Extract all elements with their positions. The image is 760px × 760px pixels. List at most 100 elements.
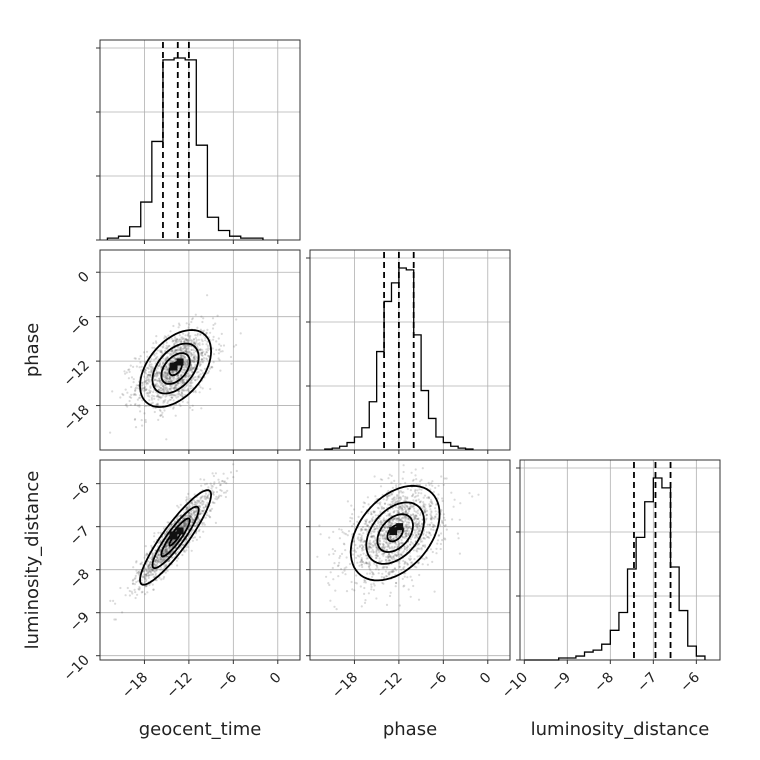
sample-point [371,575,374,578]
sample-point [192,390,195,393]
sample-point [201,523,204,526]
sample-point [417,522,420,525]
sample-point [398,604,401,607]
sample-point [200,360,203,363]
sample-point [149,374,152,377]
sample-point [388,594,392,598]
sample-point [163,552,166,555]
sample-point [201,329,204,333]
sample-point [154,559,157,562]
sample-point [150,567,153,571]
sample-point [407,588,410,591]
sample-point [370,550,373,553]
sample-point [172,394,175,397]
sample-point [374,538,377,541]
sample-point [151,554,154,558]
sample-point [151,573,154,576]
sample-point [151,367,155,370]
sample-point [124,594,127,597]
sample-point [183,386,186,389]
sample-point [159,414,162,417]
sample-point [374,542,377,545]
sample-point [184,349,187,352]
sample-point [443,477,446,480]
sample-point [169,553,172,556]
sample-point [453,498,456,501]
sample-point [226,477,229,480]
sample-point [154,357,157,360]
sample-point [202,506,205,509]
sample-point [198,342,201,345]
sample-point [194,501,197,504]
sample-point [180,354,183,358]
sample-point [410,495,414,498]
sample-point [142,381,145,384]
sample-point [395,554,398,558]
sample-point [162,345,165,348]
sample-point [204,498,208,501]
ylabel-phase: phase [22,323,43,377]
sample-point [186,389,189,392]
sample-point [393,546,396,549]
histogram-luminosity_distance [524,477,706,661]
sample-point [193,358,196,361]
sample-point [191,518,194,522]
sample-point [429,504,433,507]
sample-point [441,539,444,542]
sample-point [408,530,411,533]
sample-point [143,577,147,580]
sample-point [163,552,166,555]
sample-point [200,353,203,356]
sample-point [210,487,213,490]
sample-point [204,494,207,498]
sample-point [378,539,381,543]
sample-point [144,380,147,383]
sample-point [402,566,405,570]
sample-point [239,332,242,335]
sample-point [439,547,442,551]
sample-point [177,376,180,380]
sample-point [174,339,177,342]
sample-point [211,489,214,492]
sample-point [175,349,178,352]
sample-point [166,369,169,372]
sample-point [412,549,415,552]
sample-point [407,523,410,526]
sample-point [144,389,147,392]
sample-point [144,593,147,596]
sample-point [188,344,191,348]
scatter-points [316,464,480,611]
sample-point [147,574,150,577]
sample-point [201,500,204,503]
sample-point [181,395,184,398]
sample-point [403,527,406,530]
sample-point [398,565,401,568]
sample-point [199,363,202,366]
sample-point [382,565,385,568]
sample-point [148,389,151,392]
sample-point [170,380,173,383]
sample-point [184,344,187,347]
sample-point [434,486,437,489]
sample-point [374,556,378,560]
sample-point [215,495,218,498]
sample-point [419,513,422,517]
sample-point [216,498,219,501]
sample-point [164,383,167,386]
sample-point [206,496,209,499]
sample-point [191,503,194,506]
sample-point [187,513,190,517]
sample-point [156,367,159,370]
sample-point [383,576,386,579]
sample-point [165,376,169,379]
sample-point [181,379,184,382]
sample-point [183,344,186,347]
sample-point [411,479,415,482]
sample-point [377,568,380,571]
sample-point [150,572,153,575]
sample-point [398,555,401,558]
sample-point [365,557,368,560]
sample-point [197,375,200,378]
sample-point [192,367,195,370]
sample-point [190,512,193,515]
